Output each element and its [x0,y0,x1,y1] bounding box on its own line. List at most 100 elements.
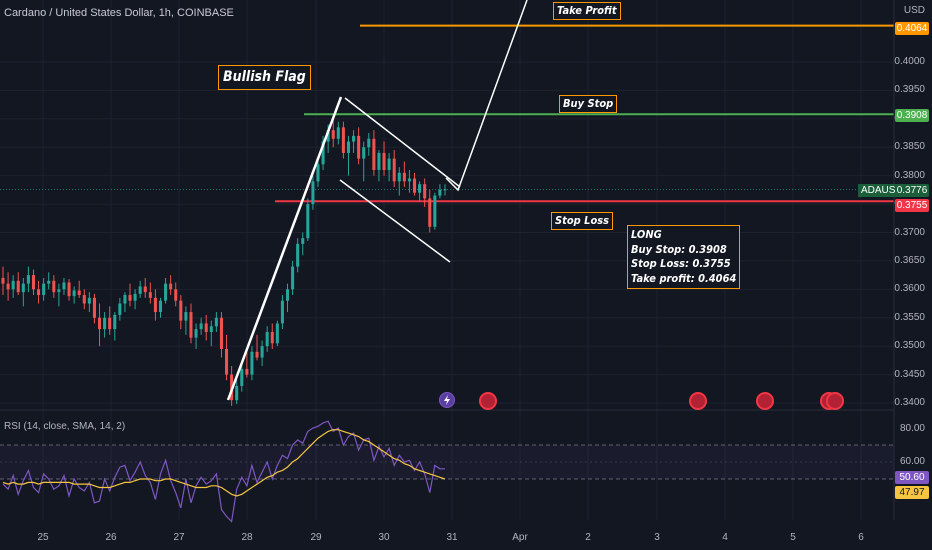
candle-body [194,329,198,338]
take-profit-label[interactable]: Take Profit [553,2,621,20]
price-tick-label: 0.3400 [894,397,925,408]
candle-body [423,184,427,199]
price-tick-label: 0.3950 [894,84,925,96]
candle-body [26,275,30,284]
candle-body [255,351,259,358]
candle-body [260,346,264,358]
stop-loss-label[interactable]: Stop Loss [551,212,614,230]
candle-body [199,323,203,330]
flag-upper-line[interactable] [344,97,461,188]
flag-lower-line[interactable] [339,179,451,263]
candle-body [291,266,295,290]
buy-stop-label[interactable]: Buy Stop [559,95,618,113]
candle-body [108,317,112,330]
candle-body [265,331,269,347]
price-tick-label: 0.3500 [894,340,925,352]
candle-body [250,351,254,375]
candle-body [138,286,142,294]
candle-body [397,172,401,182]
us-economic-event-icon[interactable] [826,392,844,410]
candle-body [214,317,218,327]
candle-body [418,184,422,193]
candle-body [321,141,325,165]
candle-body [118,303,122,315]
candle-body [158,300,163,313]
time-tick-label: 2 [585,532,591,543]
take-profit-price-tag: 0.4064 [895,22,929,35]
price-tick-label: 0.3550 [894,311,925,323]
us-economic-event-icon[interactable] [479,392,497,410]
rsi-value-tag: 50.60 [895,471,929,484]
projection-path[interactable] [445,0,528,192]
candle-body [219,317,223,350]
candle-body [174,289,178,301]
candle-body [153,297,157,313]
info-line-direction: LONG [631,228,662,241]
drawings[interactable] [226,0,528,401]
candle-body [179,300,183,321]
level-lines [0,24,894,203]
candle-body [270,331,274,344]
time-tick-label: 28 [241,532,253,543]
price-tick-label: 0.4000 [894,56,925,67]
candle-body [301,238,305,244]
candle-body [98,317,102,330]
candle-body [387,158,391,170]
rsi-line [2,420,445,523]
candle-body [92,297,96,318]
us-economic-event-icon[interactable] [689,392,707,410]
bullish-flag-label[interactable]: Bullish Flag [218,65,311,90]
candle-body [52,280,56,293]
info-line-stop-loss: Stop Loss: 0.3755 [631,257,731,270]
candle-body [412,178,417,193]
candle-body [62,282,66,290]
candle-body [67,282,71,297]
candle-body [367,138,371,148]
rsi-sma-line [2,429,446,497]
price-tick-label: 0.3600 [894,283,925,295]
chart-title: Cardano / United States Dollar, 1h, COIN… [4,7,234,19]
candle-body [16,280,20,293]
rsi-pane [0,420,894,523]
candle-body [382,152,386,170]
candle-body [240,368,244,386]
candles[interactable] [1,118,447,406]
candle-body [402,172,406,182]
candle-body [326,130,330,142]
price-tick-label: 0.3800 [894,169,925,181]
candle-body [77,290,81,296]
rsi-tick-60: 60.00 [899,456,925,467]
candle-body [245,368,249,375]
rsi-indicator-label[interactable]: RSI (14, close, SMA, 14, 2) [4,421,126,432]
candle-body [352,135,356,142]
candle-body [285,289,290,301]
us-economic-event-icon[interactable] [756,392,774,410]
candle-body [57,289,61,293]
candle-body [11,280,15,290]
candle-body [341,127,345,153]
flagpole-line[interactable] [226,96,343,401]
candle-body [31,275,36,290]
candle-body [103,317,107,330]
time-tick-label: 6 [858,532,864,543]
trade-info-box[interactable]: LONG Buy Stop: 0.3908 Stop Loss: 0.3755 … [627,225,741,289]
candle-body [306,204,310,239]
info-line-buy-stop: Buy Stop: 0.3908 [631,242,727,256]
lightning-event-icon[interactable] [439,392,455,408]
price-tick-label: 0.3650 [894,254,925,266]
candle-body [346,141,350,153]
candle-body [331,130,335,139]
candle-body [184,312,188,321]
price-tick-label: 0.3700 [894,226,925,238]
rsi-sma-value-tag: 47.97 [895,486,929,499]
candle-body [143,286,147,293]
candle-body [87,297,91,304]
candle-body [169,283,173,290]
candle-body [209,326,213,332]
time-tick-label: Apr [512,532,528,543]
candle-body [392,158,396,182]
candle-body [113,314,117,330]
candle-body [433,195,437,227]
candle-body [189,312,193,338]
